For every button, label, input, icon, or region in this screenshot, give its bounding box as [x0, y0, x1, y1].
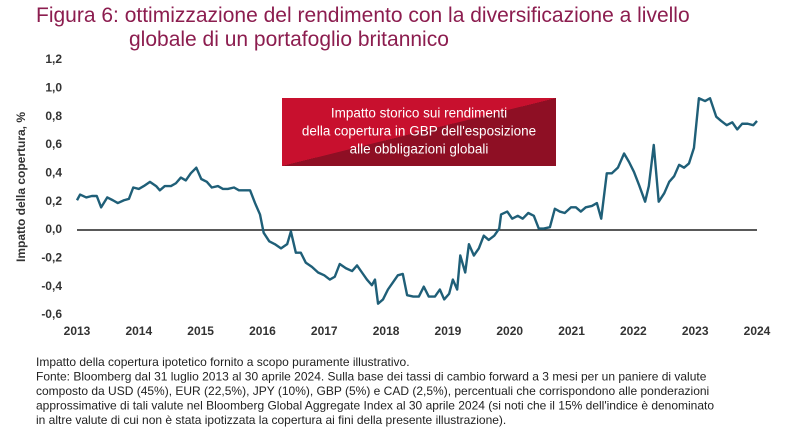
y-tick-label: 0,6 — [45, 137, 62, 151]
x-tick-label: 2022 — [620, 324, 647, 338]
note-line: approssimative di tali valute nel Bloomb… — [36, 399, 714, 413]
y-tick-label: 1,2 — [45, 52, 62, 66]
y-tick-label: -0,6 — [41, 307, 62, 321]
x-tick-label: 2013 — [64, 324, 91, 338]
x-tick-label: 2020 — [496, 324, 523, 338]
x-tick-label: 2021 — [558, 324, 585, 338]
notes: Impatto della copertura ipotetico fornit… — [36, 355, 714, 427]
x-tick-label: 2018 — [373, 324, 400, 338]
chart-title: Figura 6: ottimizzazione del rendimento … — [36, 4, 690, 27]
note-line: Impatto della copertura ipotetico fornit… — [36, 355, 410, 369]
y-tick-label: 0,8 — [45, 109, 62, 123]
x-tick-label: 2017 — [311, 324, 338, 338]
annotation-text: Impatto storico sui rendimenti — [331, 106, 507, 121]
chart-title: globale di un portafoglio britannico — [129, 28, 449, 51]
x-tick-label: 2019 — [435, 324, 462, 338]
x-tick-label: 2024 — [744, 324, 771, 338]
series-line — [75, 97, 758, 305]
note-line: Fonte: Bloomberg dal 31 luglio 2013 al 3… — [36, 370, 707, 384]
annotation-text: della copertura in GBP dell'esposizione — [302, 124, 536, 139]
y-tick-label: -0,2 — [41, 251, 62, 265]
note-line: composto da USD (45%), EUR (22,5%), JPY … — [36, 384, 709, 398]
y-axis-label: Impatto della copertura, % — [14, 112, 28, 262]
x-tick-label: 2014 — [125, 324, 152, 338]
y-tick-label: 1,0 — [45, 81, 62, 95]
annotation: Impatto storico sui rendimenti della cope… — [302, 106, 536, 157]
title-block: Figura 6: ottimizzazione del rendimento … — [36, 4, 690, 51]
x-tick-label: 2015 — [187, 324, 214, 338]
annotation-text: alle obbligazioni globali — [350, 142, 489, 157]
y-tick-label: 0,0 — [45, 222, 62, 236]
note-line: in altre valute di cui non è stata ipoti… — [36, 413, 506, 427]
y-tick-label: 0,4 — [45, 166, 62, 180]
x-tick-label: 2023 — [682, 324, 709, 338]
y-tick-label: -0,4 — [41, 279, 62, 293]
x-tick-label: 2016 — [249, 324, 276, 338]
y-tick-label: 0,2 — [45, 194, 62, 208]
annotation-box — [282, 98, 556, 166]
